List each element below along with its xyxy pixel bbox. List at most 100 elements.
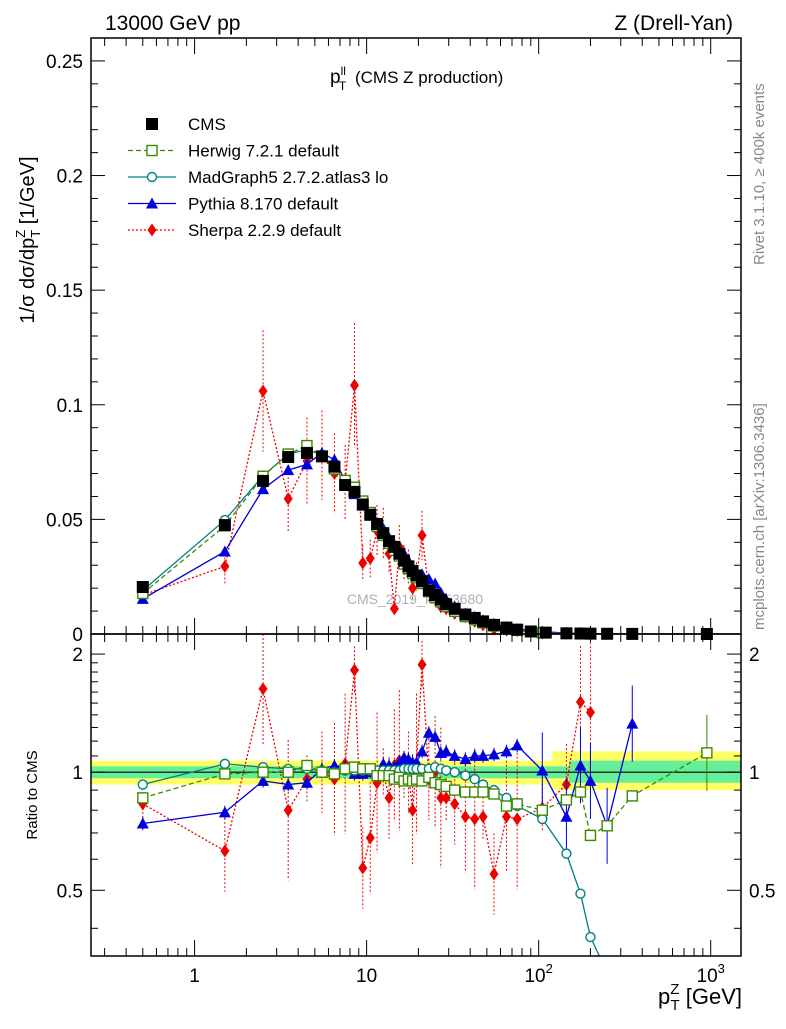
plot-title: pll T (CMS Z production) <box>330 64 503 93</box>
legend-marker-madgraph <box>146 171 158 183</box>
ratio-point-sherpa <box>365 831 375 845</box>
ratio-point-pythia <box>574 759 587 771</box>
ratio-point-pythia <box>468 749 481 761</box>
ratio-point-herwig <box>477 786 489 798</box>
main-y-axis-label: 1/σ dσ/dpZT [1/GeV] <box>13 156 43 323</box>
ratio-point-sherpa <box>258 682 268 696</box>
x-tick-label: 103 <box>697 961 725 987</box>
point-cms <box>511 623 524 636</box>
point-cms <box>300 446 313 459</box>
ratio-point-sherpa <box>283 803 293 817</box>
point-sherpa <box>408 581 418 595</box>
point-sherpa <box>220 559 230 573</box>
point-cms <box>500 621 513 634</box>
point-cms <box>328 460 341 473</box>
ratio-point-pythia <box>282 778 295 790</box>
ratio-point-madgraph <box>585 931 596 943</box>
ratio-y-tick-label-right: 1 <box>749 763 760 784</box>
ratio-point-madgraph <box>440 765 452 776</box>
ratio-point-herwig <box>584 829 597 842</box>
ratio-point-herwig <box>448 784 461 796</box>
ratio-point-madgraph <box>449 766 460 778</box>
ratio-point-herwig <box>257 766 269 778</box>
point-cms <box>315 450 328 463</box>
legend-label-herwig: Herwig 7.2.1 default <box>188 142 339 161</box>
ratio-point-pythia <box>422 726 435 738</box>
ratio-point-sherpa <box>478 810 488 824</box>
ratio-point-pythia <box>500 745 513 757</box>
ratio-point-herwig <box>316 766 328 778</box>
ratio-y-tick-label: 2 <box>72 645 83 666</box>
ratio-point-madgraph <box>561 848 572 859</box>
ratio-y-tick-label: 1 <box>72 763 83 784</box>
ratio-point-madgraph <box>575 888 586 899</box>
main-y-tick-label: 0.1 <box>57 396 83 417</box>
ratio-point-herwig <box>536 804 549 816</box>
point-sherpa <box>349 378 359 392</box>
ratio-point-pythia <box>328 759 341 771</box>
ratio-point-herwig <box>626 790 638 802</box>
x-tick-label: 1 <box>189 966 200 987</box>
ratio-point-herwig <box>459 786 472 798</box>
point-cms <box>416 575 429 588</box>
point-pythia <box>257 483 270 495</box>
ratio-point-madgraph <box>460 770 471 781</box>
ratio-point-pythia <box>626 717 639 729</box>
point-cms <box>348 485 361 498</box>
legend-label-madgraph: MadGraph5 2.7.2.atlas3 lo <box>188 168 388 187</box>
main-y-tick-label: 0.25 <box>46 52 83 73</box>
ratio-point-pythia <box>459 753 472 765</box>
ratio-y-tick-label-right: 0.5 <box>749 881 775 902</box>
legend-marker-cms <box>146 118 158 130</box>
ratio-point-herwig <box>511 798 523 810</box>
ratio-point-sherpa <box>501 810 511 824</box>
point-cms <box>356 498 369 511</box>
point-pythia <box>218 545 231 557</box>
point-sherpa <box>358 556 368 570</box>
ratio-point-sherpa <box>220 844 230 858</box>
ratio-line-madgraph <box>142 763 600 957</box>
point-cms <box>477 615 490 628</box>
ratio-point-madgraph <box>137 779 148 790</box>
ratio-point-pythia <box>440 745 453 757</box>
ratio-point-pythia <box>584 774 597 786</box>
ratio-y-axis-label: Ratio to CMS <box>24 750 41 839</box>
legend-marker-herwig <box>146 144 158 157</box>
point-sherpa <box>417 528 427 542</box>
ratio-point-herwig <box>301 759 313 772</box>
ratio-point-herwig <box>488 788 500 800</box>
ratio-point-sherpa <box>384 791 394 805</box>
ratio-point-pythia <box>477 749 490 761</box>
ratio-point-pythia <box>218 806 231 818</box>
ratio-point-sherpa <box>585 705 595 719</box>
ratio-point-herwig <box>601 820 613 832</box>
main-y-tick-label: 0 <box>72 625 83 646</box>
ratio-point-pythia <box>257 774 270 786</box>
ratio-point-sherpa <box>436 791 446 805</box>
ratio-point-sherpa <box>417 658 427 672</box>
x-axis-label: pZ T [GeV] <box>658 981 742 1014</box>
ratio-point-pythia <box>487 748 500 760</box>
ratio-point-herwig <box>219 768 231 780</box>
point-cms <box>282 451 295 464</box>
ratio-point-pythia <box>511 739 524 751</box>
point-cms <box>539 626 552 639</box>
point-cms <box>487 618 500 631</box>
ratio-point-pythia <box>448 749 461 761</box>
ratio-point-sherpa <box>408 803 418 817</box>
point-pythia <box>300 458 313 470</box>
legend-label-sherpa: Sherpa 2.2.9 default <box>188 221 341 240</box>
point-sherpa <box>365 551 375 565</box>
beam-energy-label: 13000 GeV pp <box>105 12 240 35</box>
ratio-y-tick-label-right: 2 <box>749 645 760 666</box>
ratio-point-sherpa <box>441 791 451 805</box>
point-sherpa <box>258 384 268 398</box>
x-tick-label: 10 <box>356 966 377 987</box>
ratio-point-herwig <box>701 747 713 759</box>
ratio-point-sherpa <box>512 812 522 826</box>
main-y-tick-label: 0.05 <box>46 510 83 531</box>
x-tick-label: 102 <box>524 961 552 987</box>
rivet-version-label: Rivet 3.1.10, ≥ 400k events <box>751 83 768 265</box>
ratio-point-sherpa <box>460 810 470 824</box>
